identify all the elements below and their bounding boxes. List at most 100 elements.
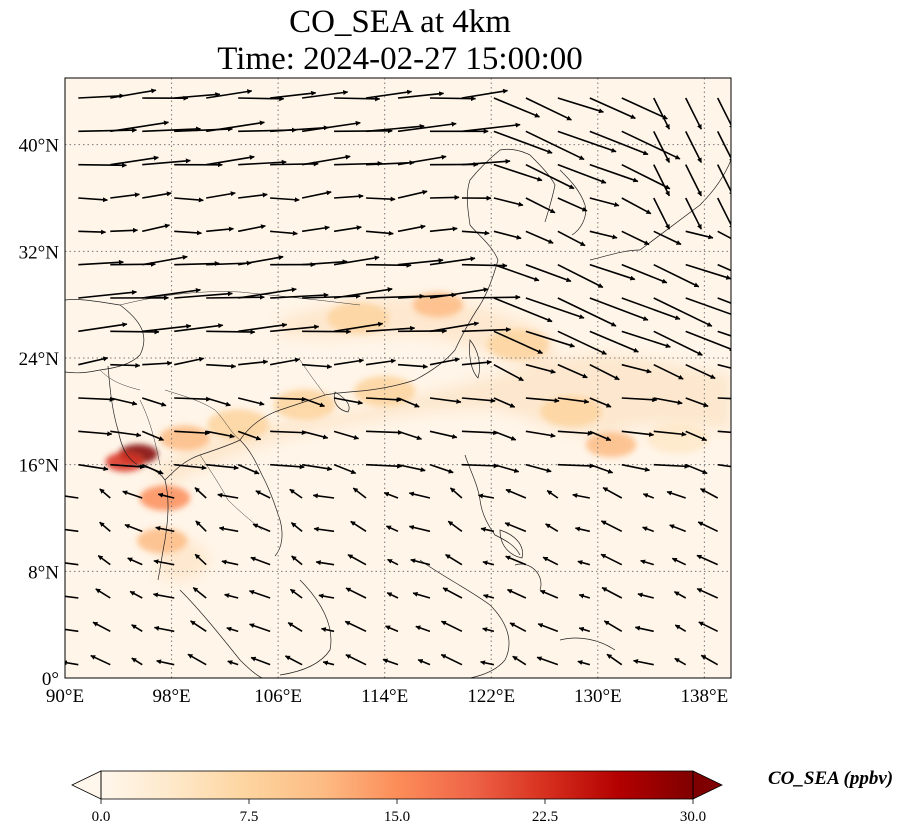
co-hotspot <box>105 452 145 472</box>
wind-arrow <box>345 587 367 599</box>
wind-arrow <box>684 164 703 197</box>
wind-arrow <box>408 525 431 533</box>
wind-arrow <box>685 430 708 442</box>
wind-arrow <box>685 363 716 380</box>
wind-arrow <box>525 163 575 190</box>
wind-arrow <box>365 196 396 202</box>
wind-arrow <box>237 463 260 475</box>
wind-arrow <box>78 197 108 203</box>
wind-arrow <box>557 97 604 114</box>
wind-arrow <box>447 520 463 532</box>
wind-arrow <box>174 430 210 436</box>
wind-arrow <box>600 520 623 533</box>
wind-arrow <box>289 588 303 599</box>
wind-arrow <box>397 397 420 408</box>
wind-arrow <box>653 164 671 197</box>
wind-arrow <box>493 463 520 473</box>
wind-arrow <box>557 430 593 436</box>
wind-arrow <box>365 325 416 333</box>
wind-arrow <box>461 397 496 403</box>
wind-arrow <box>78 463 109 472</box>
coastlines <box>65 148 731 678</box>
wind-arrow <box>142 191 172 199</box>
wind-arrow <box>536 656 559 666</box>
wind-arrow <box>525 397 560 403</box>
wind-arrow <box>110 397 138 406</box>
wind-arrow <box>482 627 495 633</box>
wind-arrow <box>284 655 303 666</box>
wind-arrow <box>270 90 317 99</box>
wind-arrow <box>270 292 329 299</box>
wind-arrow <box>578 593 591 599</box>
wind-arrow <box>301 463 333 472</box>
wind-arrow <box>366 262 412 268</box>
wind-arrow <box>65 660 79 666</box>
lat-tick-label: 24°N <box>19 349 60 370</box>
wind-arrow <box>666 490 686 499</box>
wind-arrow <box>194 553 207 566</box>
wind-arrow <box>525 463 552 473</box>
wind-arrow <box>557 297 617 327</box>
lon-tick-label: 106°E <box>254 686 302 707</box>
wind-arrow <box>397 121 457 133</box>
wind-arrow <box>685 330 731 352</box>
wind-arrow <box>577 660 591 666</box>
wind-arrow <box>315 560 335 566</box>
wind-arrow <box>174 197 204 203</box>
wind-arrow <box>237 430 262 441</box>
wind-arrow <box>78 289 137 299</box>
wind-arrow <box>621 397 658 403</box>
wind-arrow <box>155 525 175 533</box>
wind-arrow <box>717 330 731 337</box>
wind-arrow <box>653 197 671 230</box>
wind-arrow <box>142 158 191 166</box>
wind-arrow <box>334 193 364 199</box>
wind-arrow <box>397 430 422 441</box>
wind-arrow <box>301 154 351 166</box>
wind-arrow <box>589 230 618 240</box>
co-hotspot <box>646 422 709 454</box>
wind-arrow <box>250 556 271 566</box>
wind-arrow <box>248 589 271 599</box>
wind-arrow <box>397 189 428 199</box>
wind-arrow <box>174 92 221 99</box>
wind-arrow <box>717 263 731 272</box>
wind-arrow <box>365 230 394 236</box>
wind-arrow <box>674 624 687 633</box>
wind-arrow <box>461 430 499 436</box>
wind-arrow <box>347 554 367 566</box>
wind-arrow <box>600 553 623 566</box>
wind-arrow <box>461 158 511 166</box>
co-hotspot <box>159 425 211 451</box>
co-hotspot <box>273 389 336 421</box>
wind-arrow <box>410 558 431 566</box>
wind-arrow <box>365 358 397 366</box>
wind-arrow <box>65 528 79 533</box>
wind-arrow <box>301 430 329 440</box>
lon-tick-label: 130°E <box>574 686 622 707</box>
wind-arrow <box>429 96 477 102</box>
wind-arrow <box>238 322 288 333</box>
wind-arrow <box>382 658 399 666</box>
wind-arrow <box>525 197 556 214</box>
wind-arrow <box>365 397 402 403</box>
wind-arrow <box>156 659 175 666</box>
wind-arrow <box>653 263 700 288</box>
wind-arrow <box>429 357 460 366</box>
wind-arrow <box>78 93 125 99</box>
wind-arrow <box>621 97 668 120</box>
co-hotspot <box>327 302 389 334</box>
wind-arrow <box>217 492 239 499</box>
wind-arrow <box>333 287 393 299</box>
wind-arrow <box>110 227 139 233</box>
wind-arrow <box>461 88 509 99</box>
wind-arrow <box>642 526 655 533</box>
wind-arrow <box>78 430 113 437</box>
wind-arrow <box>224 593 239 599</box>
colorbar-tick-label: 15.0 <box>384 809 410 825</box>
wind-arrow <box>557 163 607 184</box>
wind-arrow <box>99 521 111 532</box>
wind-arrow <box>493 297 553 323</box>
wind-arrow <box>301 225 330 233</box>
wind-arrow <box>440 620 463 633</box>
